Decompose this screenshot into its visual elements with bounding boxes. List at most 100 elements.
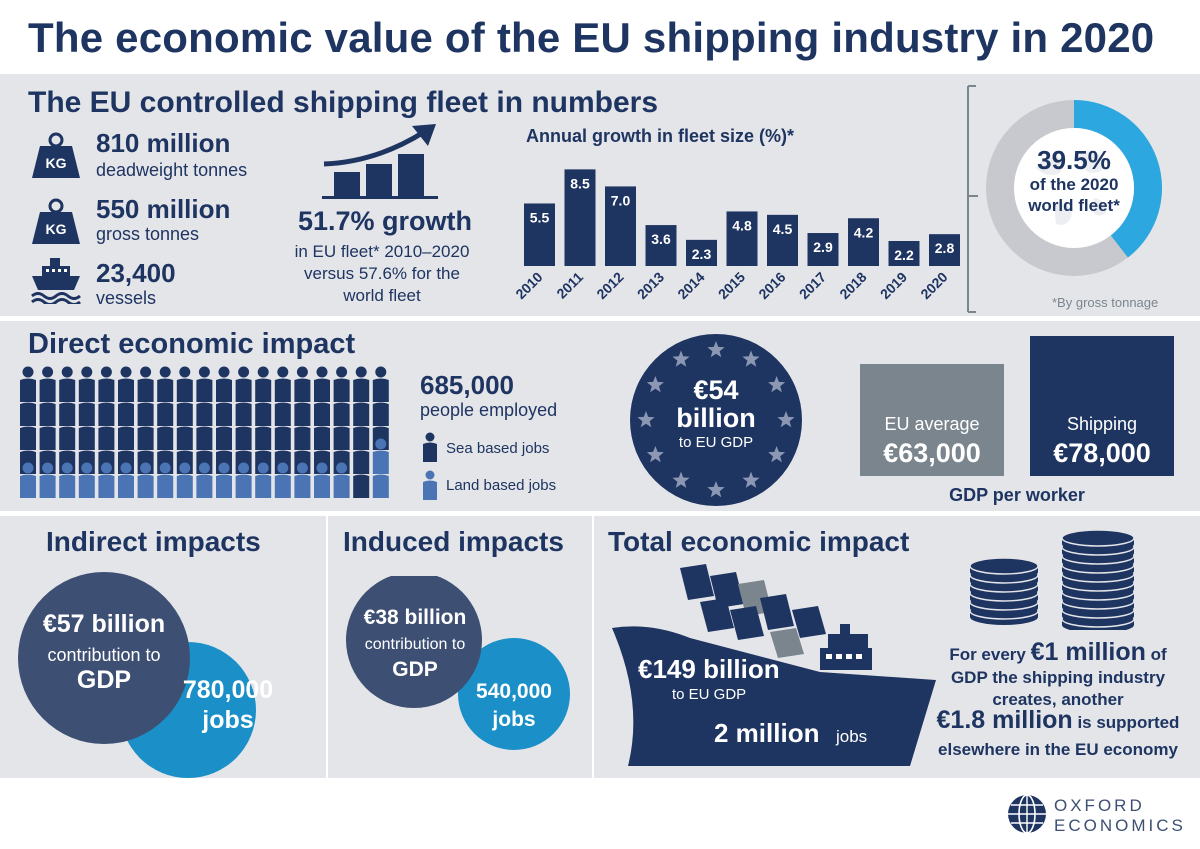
bar-value-label: 2.8 [935,240,955,256]
eu-star-icon [637,411,655,428]
induced-gdp-line-1: contribution to [364,636,466,653]
eu-star-icon [777,411,795,428]
people-grid [20,366,389,498]
kg-weight-icon: KG [32,198,80,244]
x-tick-label: 2018 [836,269,869,302]
person-icon [137,462,154,498]
x-tick-label: 2012 [593,269,626,302]
bar-value-label: 2.3 [692,246,712,262]
person-icon [157,462,174,498]
person-icon [98,462,115,498]
x-tick-label: 2014 [674,269,707,302]
direct-gdp-value-line-2: billion [676,403,756,433]
multiplier-value-2: €1.8 million [936,706,1073,734]
growth-headline: 51.7% growth [297,206,473,236]
person-icon [196,462,213,498]
chart-title: Annual growth in fleet size (%)* [526,126,795,146]
legend-land-label: Land based jobs [446,477,557,494]
bar-value-label: 4.8 [732,217,752,233]
indirect-jobs-value: 780,000 [182,676,274,704]
coin-icon [1061,530,1135,552]
deadweight-label: deadweight tonnes [96,160,248,180]
eu-star-icon [646,446,664,463]
person-icon [20,462,36,498]
brand-line-2: ECONOMICS [1054,816,1186,835]
bar-value-label: 8.5 [570,175,590,191]
bar-2020 [929,234,960,266]
person-icon [59,462,76,498]
person-icon [333,462,350,498]
world-share-line-2: world fleet* [1028,196,1120,215]
total-jobs-value: 2 million [714,718,820,748]
brand-line-1: OXFORD [1054,796,1145,815]
eu-star-icon [646,376,664,393]
bar-2017 [807,233,839,266]
x-tick-label: 2011 [553,269,586,302]
x-tick-label: 2019 [877,269,910,302]
multiplier-value-1: €1 million [1030,638,1146,666]
eu-star-icon [768,446,786,463]
bar-value-label: 3.6 [651,231,671,247]
person-icon [216,462,232,498]
kg-weight-icon: KG [32,132,80,178]
footnote: *By gross tonnage [1052,295,1159,310]
person-icon [274,462,291,498]
bar-2018 [848,218,879,266]
bar-2010 [524,203,555,266]
divider-1 [326,516,328,778]
gdp-per-worker-label: GDP per worker [949,485,1085,505]
eu-star-icon [707,341,725,358]
person-icon [314,462,330,498]
multiplier-mid: of [1150,645,1167,664]
x-tick-label: 2013 [634,269,667,302]
total-gdp-label: to EU GDP [672,686,747,703]
direct-gdp-label: to EU GDP [678,434,754,451]
vessels-label: vessels [96,288,157,308]
eu-average-value: €63,000 [883,438,981,468]
induced-gdp-line-2: GDP [392,658,438,681]
direct-heading: Direct economic impact [28,328,356,360]
person-icon [255,462,272,498]
bar-2011 [564,169,596,266]
eu-star-icon [768,376,786,393]
bar-value-label: 2.9 [813,239,833,255]
globe-continents [1036,151,1106,225]
indirect-gdp-line-2: GDP [76,666,132,694]
x-tick-label: 2016 [755,269,788,302]
x-tick-label: 2020 [917,269,950,302]
employed-value: 685,000 [420,370,514,400]
total-jobs-label: jobs [836,727,868,746]
induced-heading: Induced impacts [343,526,564,557]
multiplier-line-4: €1.8 million is supported [918,706,1198,735]
shipping-label: Shipping [1066,414,1138,434]
x-tick-label: 2015 [715,269,748,302]
bar-value-label: 2.2 [894,247,914,263]
bar-2019 [888,240,920,266]
person-icon [372,462,389,498]
induced-jobs-label: jobs [492,708,536,731]
multiplier-pre: For every [949,645,1026,664]
indirect-jobs-label: jobs [202,706,254,734]
person-icon [353,462,370,498]
growth-line-3: world fleet [343,286,421,305]
person-icon [39,462,56,498]
bar-2016 [767,214,798,266]
oxford-economics-globe-logo [1008,794,1046,834]
x-tick-label: 2017 [796,269,829,302]
multiplier-post: is supported [1077,713,1180,732]
eu-circle-bg [630,334,802,506]
gross-tonnes-label: gross tonnes [96,224,200,244]
container-ship-icon [612,564,936,766]
person-icon [176,462,193,498]
bar-value-label: 4.2 [854,224,874,240]
land-job-person-icon [423,470,437,500]
bar-2012 [605,186,636,266]
divider-2 [592,516,594,778]
multiplier-line-5: elsewhere in the EU economy [938,740,1178,759]
multiplier-line-3: creates, another [992,690,1124,709]
person-icon [235,462,252,498]
eu-stars-circle [630,334,802,506]
eu-star-icon [707,481,725,498]
indirect-gdp-line-1: contribution to [47,645,161,665]
fleet-heading: The EU controlled shipping fleet in numb… [28,86,659,119]
